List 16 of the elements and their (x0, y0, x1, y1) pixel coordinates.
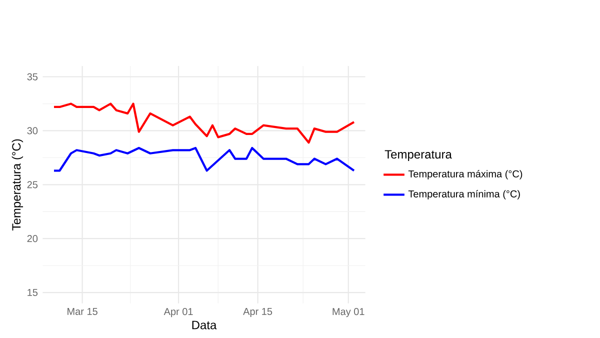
line-series (52, 102, 356, 144)
x-tick-label: Apr 01 (164, 308, 193, 318)
y-tick-label: 25 (27, 181, 38, 188)
x-tick-label: May 01 (332, 308, 364, 318)
y-axis-title: Temperatura (°C) (12, 139, 24, 230)
legend-label: Temperatura mínima (°C) (408, 190, 520, 200)
y-tick-label: 20 (27, 235, 38, 242)
line-series (52, 146, 356, 172)
x-axis-title: Data (192, 320, 217, 330)
y-tick-label: 15 (28, 289, 38, 296)
legend-title: Temperatura (384, 150, 452, 161)
y-tick-label: 35 (27, 73, 38, 80)
x-tick-label: Apr 15 (243, 308, 272, 317)
y-tick-label: 30 (27, 127, 38, 134)
x-tick-label: Mar 15 (68, 308, 98, 316)
legend-label: Temperatura máxima (°C) (408, 170, 522, 180)
